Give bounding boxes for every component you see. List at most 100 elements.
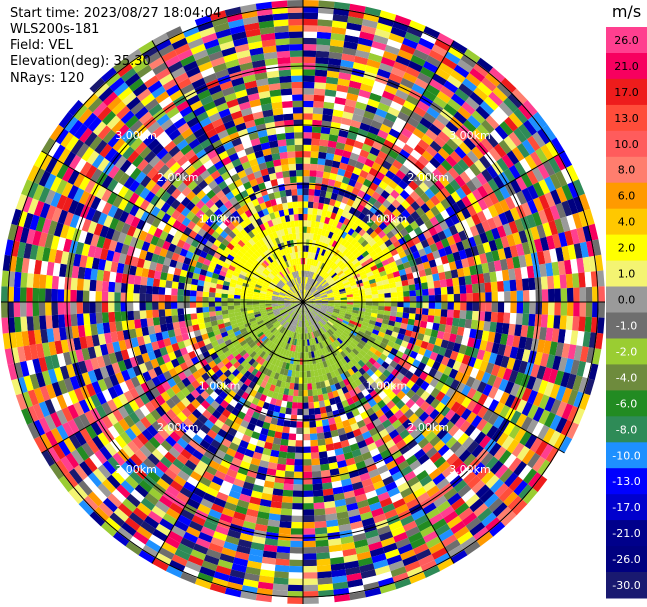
velocity-bin (309, 170, 317, 177)
velocity-bin (434, 308, 442, 317)
velocity-bin (509, 312, 517, 325)
velocity-bin (431, 360, 441, 371)
velocity-bin (152, 317, 161, 326)
velocity-bin (286, 144, 296, 152)
velocity-bin (345, 411, 355, 420)
velocity-bin (488, 386, 499, 400)
velocity-bin (329, 317, 336, 323)
velocity-bin (313, 369, 319, 377)
velocity-bin (340, 365, 348, 373)
velocity-bin (315, 302, 322, 304)
velocity-bin (303, 69, 316, 76)
velocity-bin (414, 313, 422, 321)
velocity-bin (245, 408, 255, 417)
velocity-bin (303, 358, 307, 365)
velocity-bin (474, 431, 487, 445)
velocity-bin (297, 314, 300, 321)
velocity-bin (307, 220, 312, 227)
velocity-bin (292, 364, 297, 371)
velocity-bin (296, 176, 303, 183)
velocity-bin (313, 308, 319, 314)
velocity-bin (387, 391, 397, 401)
velocity-bin (352, 307, 360, 311)
velocity-bin (352, 309, 359, 314)
velocity-bin (506, 439, 520, 454)
velocity-bin (445, 317, 454, 326)
velocity-bin (503, 453, 517, 469)
velocity-bin (351, 373, 359, 382)
velocity-bin (578, 376, 589, 394)
velocity-bin (414, 407, 425, 418)
velocity-bin (445, 436, 458, 449)
velocity-bin (357, 359, 366, 368)
velocity-bin (459, 420, 471, 433)
velocity-bin (423, 565, 441, 578)
velocity-bin (434, 337, 443, 347)
velocity-bin (423, 530, 439, 544)
velocity-bin (546, 354, 556, 369)
velocity-bin (209, 311, 216, 317)
velocity-bin (171, 281, 179, 289)
velocity-bin (254, 391, 263, 400)
velocity-bin (171, 315, 179, 323)
velocity-bin (435, 401, 446, 413)
velocity-bin (274, 352, 280, 360)
velocity-bin (476, 381, 487, 394)
velocity-bin (424, 404, 435, 416)
velocity-bin (334, 303, 341, 306)
velocity-bin (317, 321, 323, 328)
velocity-bin (347, 578, 364, 588)
velocity-bin (518, 484, 533, 500)
velocity-bin (227, 294, 235, 299)
velocity-bin (454, 462, 468, 475)
velocity-bin (418, 347, 427, 356)
velocity-bin (208, 460, 221, 471)
velocity-bin (273, 482, 284, 490)
velocity-bin (515, 313, 523, 325)
velocity-bin (465, 376, 476, 388)
velocity-bin (101, 281, 109, 292)
velocity-bin (193, 465, 206, 477)
velocity-bin (170, 295, 178, 302)
velocity-bin (553, 433, 567, 450)
velocity-bin (579, 302, 587, 317)
velocity-bin (374, 438, 385, 448)
velocity-bin (306, 320, 309, 327)
velocity-bin (382, 349, 391, 357)
velocity-bin (350, 358, 358, 366)
velocity-bin (276, 44, 290, 52)
velocity-bin (388, 520, 403, 532)
velocity-bin (314, 306, 321, 310)
velocity-bin (454, 416, 466, 429)
velocity-bin (323, 165, 332, 173)
velocity-bin (315, 303, 322, 305)
velocity-bin (221, 480, 234, 490)
velocity-bin (245, 566, 261, 576)
velocity-bin (357, 439, 367, 449)
velocity-bin (566, 422, 579, 440)
velocity-bin (452, 360, 462, 372)
velocity-bin (45, 288, 52, 302)
velocity-bin (58, 276, 66, 290)
velocity-bin (26, 302, 33, 317)
velocity-bin (425, 431, 437, 443)
velocity-bin (307, 306, 313, 311)
velocity-bin (234, 551, 250, 561)
velocity-bin (403, 307, 410, 314)
velocity-bin (183, 295, 190, 302)
velocity-bin (226, 468, 238, 479)
velocity-bin (330, 556, 345, 565)
velocity-bin (323, 346, 329, 354)
velocity-bin (339, 324, 347, 330)
velocity-bin (331, 356, 338, 364)
velocity-bin (330, 563, 346, 572)
velocity-bin (269, 455, 279, 464)
velocity-bin (155, 552, 172, 566)
velocity-bin (266, 390, 274, 398)
velocity-bin (183, 307, 191, 315)
velocity-bin (202, 302, 209, 308)
velocity-bin (438, 346, 447, 357)
velocity-bin (381, 419, 392, 429)
velocity-bin (289, 50, 303, 57)
velocity-bin (372, 480, 385, 490)
